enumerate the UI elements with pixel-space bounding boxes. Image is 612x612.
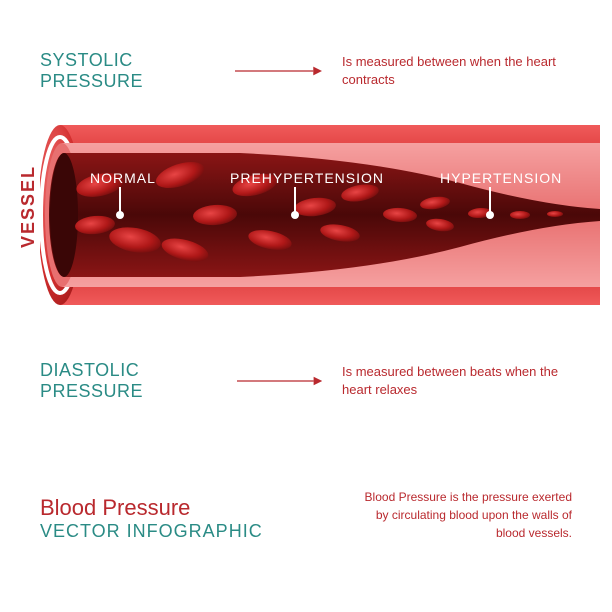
diastolic-row: DIASTOLIC PRESSURE Is measured between b… [0, 360, 612, 402]
diastolic-desc: Is measured between beats when the heart… [342, 363, 572, 399]
arrow-icon [235, 65, 322, 77]
vessel-diagram: NORMAL PREHYPERTENSION HYPERTENSION [40, 115, 600, 315]
systolic-row: SYSTOLIC PRESSURE Is measured between wh… [0, 50, 612, 92]
footer-desc: Blood Pressure is the pressure exerted b… [352, 488, 572, 542]
footer-left: Blood Pressure VECTOR INFOGRAPHIC [40, 495, 263, 542]
stage-prehypertension: PREHYPERTENSION [230, 170, 384, 186]
stage-hypertension: HYPERTENSION [440, 170, 562, 186]
arrow-icon [237, 375, 322, 387]
diastolic-label: DIASTOLIC PRESSURE [40, 360, 217, 402]
systolic-desc: Is measured between when the heart contr… [342, 53, 572, 89]
footer-subtitle: VECTOR INFOGRAPHIC [40, 521, 263, 542]
vessel-svg [40, 115, 600, 315]
footer: Blood Pressure VECTOR INFOGRAPHIC Blood … [40, 488, 572, 542]
systolic-label: SYSTOLIC PRESSURE [40, 50, 215, 92]
stage-normal: NORMAL [90, 170, 156, 186]
footer-title: Blood Pressure [40, 495, 263, 521]
vessel-side-label: VESSEL [18, 165, 39, 248]
